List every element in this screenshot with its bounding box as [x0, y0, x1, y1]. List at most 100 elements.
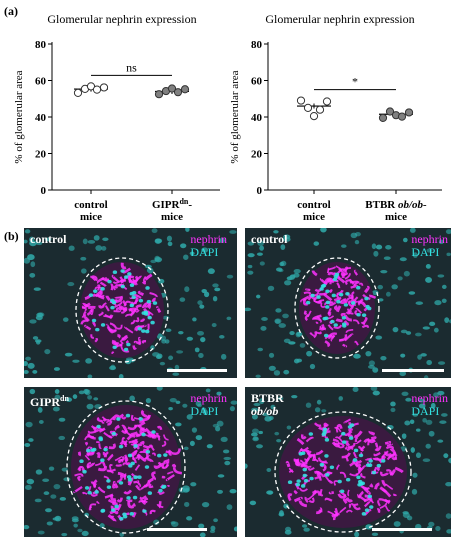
- nucleus: [284, 529, 292, 535]
- glomerular-nucleus: [323, 333, 329, 338]
- nephrin-strand: [361, 324, 370, 329]
- glomerular-nucleus: [138, 417, 143, 421]
- data-point: [180, 85, 190, 94]
- nucleus: [229, 406, 235, 412]
- glomerular-nucleus: [361, 512, 367, 516]
- nucleus: [212, 283, 219, 288]
- data-point: [167, 84, 177, 93]
- glomerular-nucleus: [341, 431, 346, 436]
- nephrin-strand: [300, 434, 307, 440]
- nucleus: [415, 428, 421, 432]
- nucleus: [233, 526, 237, 532]
- nephrin-strand: [98, 304, 105, 309]
- nucleus: [275, 267, 283, 272]
- nucleus: [102, 237, 109, 242]
- nephrin-strand: [351, 502, 359, 506]
- nucleus: [45, 508, 52, 513]
- nucleus: [32, 369, 38, 374]
- nucleus: [58, 417, 66, 422]
- nephrin-strand: [84, 441, 89, 446]
- glomerular-nucleus: [122, 514, 128, 519]
- nucleus: [425, 277, 433, 283]
- nephrin-strand: [360, 445, 366, 452]
- nephrin-strand: [345, 509, 353, 514]
- nucleus: [259, 245, 265, 251]
- nucleus: [24, 484, 32, 490]
- glomerular-nucleus: [145, 449, 151, 454]
- nephrin-strand: [119, 276, 124, 283]
- nucleus: [29, 319, 37, 324]
- nephrin-strand: [342, 498, 348, 504]
- glomerular-nucleus: [345, 477, 351, 482]
- nephrin-strand: [132, 275, 139, 283]
- nucleus: [58, 435, 66, 441]
- nucleus: [61, 532, 68, 537]
- nephrin-strand: [87, 433, 96, 440]
- nucleus: [24, 369, 29, 374]
- glomerular-nucleus: [126, 496, 131, 500]
- nucleus: [406, 515, 413, 521]
- glomerular-nucleus: [341, 315, 347, 320]
- y-tick-label: 80: [35, 39, 47, 51]
- glomerular-nucleus: [324, 438, 330, 442]
- glomerular-nucleus: [98, 437, 104, 442]
- nephrin-strand: [328, 301, 337, 307]
- nucleus: [167, 241, 173, 247]
- nephrin-strand: [103, 315, 112, 319]
- nephrin-strand: [142, 444, 152, 449]
- nephrin-strand: [96, 452, 101, 459]
- nucleus: [206, 444, 213, 449]
- nephrin-strand: [117, 471, 127, 478]
- glomerular-nucleus: [145, 286, 150, 290]
- data-point: [73, 88, 83, 98]
- glomerular-nucleus: [84, 486, 90, 490]
- nucleus: [445, 482, 451, 487]
- nephrin-strand: [142, 275, 147, 283]
- nucleus: [109, 365, 117, 371]
- glomerular-nucleus: [127, 453, 133, 458]
- nephrin-strand: [107, 420, 113, 426]
- nucleus: [217, 474, 225, 478]
- nucleus: [24, 257, 31, 264]
- nephrin-strand: [374, 445, 382, 452]
- nucleus: [417, 354, 422, 360]
- nucleus: [82, 238, 88, 245]
- glomerular-nucleus: [356, 475, 361, 480]
- nephrin-strand: [128, 431, 138, 436]
- nucleus: [172, 372, 180, 376]
- nephrin-strand: [317, 457, 328, 464]
- nucleus: [299, 343, 306, 348]
- nucleus: [309, 363, 316, 370]
- nephrin-strand: [96, 500, 100, 505]
- data-point: [92, 85, 102, 94]
- y-tick-label: 60: [251, 76, 263, 88]
- nucleus: [392, 326, 399, 333]
- nephrin-strand: [126, 498, 133, 503]
- nephrin-strand: [384, 440, 392, 445]
- nucleus: [229, 489, 237, 494]
- nephrin-strand: [127, 424, 138, 431]
- nucleus: [190, 482, 197, 487]
- nucleus: [273, 230, 279, 234]
- nucleus: [212, 295, 218, 302]
- nucleus: [224, 460, 231, 466]
- glomerular-nucleus: [325, 473, 330, 477]
- nephrin-strand: [301, 449, 310, 453]
- nucleus: [375, 244, 383, 250]
- nephrin-strand: [84, 454, 91, 461]
- nephrin-strand: [305, 436, 315, 443]
- nephrin-strand: [336, 289, 344, 296]
- nucleus: [48, 466, 55, 471]
- nephrin-strand: [345, 311, 351, 315]
- nucleus: [256, 252, 263, 256]
- data-point: [385, 107, 395, 116]
- glomerular-nucleus: [91, 318, 97, 323]
- nephrin-strand: [324, 497, 333, 502]
- glomerular-nucleus: [163, 453, 168, 457]
- nucleus: [24, 524, 30, 530]
- nephrin-strand: [107, 514, 117, 522]
- nephrin-strand: [167, 471, 174, 475]
- glomerular-nucleus: [100, 458, 105, 463]
- nephrin-strand: [336, 464, 340, 471]
- glomerular-nucleus: [145, 329, 150, 334]
